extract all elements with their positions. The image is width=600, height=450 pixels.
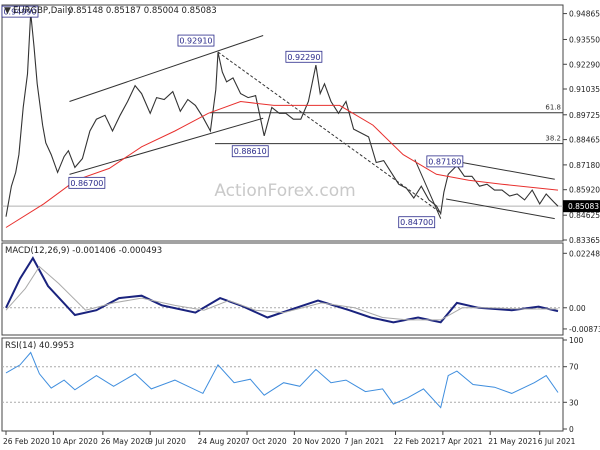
y-tick-label: 0.94865: [569, 10, 600, 19]
x-tick-label: 9 Jul 2020: [148, 437, 186, 446]
y-tick-label: 70: [569, 363, 579, 372]
fib-level-label: 61.8: [545, 104, 561, 112]
y-tick-label: 0.00: [569, 304, 586, 313]
rsi-series-group: [5, 351, 559, 409]
x-tick-label: 6 Jul 2021: [538, 437, 576, 446]
annotation-label: 0.84700: [400, 218, 433, 227]
ohlc-label: 0.85148 0.85187 0.85004 0.85083: [68, 6, 217, 16]
y-tick-label: 0.93550: [569, 35, 600, 44]
y-tick-label: 0: [569, 425, 574, 434]
x-tick-label: 10 Apr 2020: [51, 437, 98, 446]
annotation-label: 0.86700: [70, 179, 103, 188]
x-tick-label: 26 Feb 2020: [3, 437, 50, 446]
ascending-channel-lower: [69, 117, 264, 175]
descending-channel-lower: [446, 198, 555, 220]
macd-y-axis: 0.022482 0.00 -0.008736: [563, 249, 600, 334]
price-channel-lines: [69, 35, 555, 220]
annotation-box: [426, 155, 464, 168]
y-tick-label: 0.89725: [569, 111, 600, 120]
rsi-label: RSI(14) 40.9953: [5, 341, 74, 351]
current-price-tag: [563, 200, 600, 213]
y-tick-label: 100: [569, 336, 584, 345]
rsi-y-axis: 100 70 30 0: [563, 336, 584, 434]
macd-series-group: [5, 256, 559, 324]
y-tick-label: 0.92290: [569, 60, 600, 69]
x-tick-label: 21 May 2021: [488, 437, 537, 446]
price-panel-grid: 61.8 38.2: [2, 104, 563, 207]
y-tick-label: 0.91035: [569, 85, 600, 94]
series-signal-line: [5, 265, 558, 321]
chart-menu-arrow[interactable]: ▼: [4, 6, 11, 16]
descending-trendline: [217, 51, 442, 214]
ascending-channel-upper: [69, 35, 264, 102]
x-tick-label: 7 Oct 2020: [245, 437, 287, 446]
annotation-box: [1, 5, 39, 18]
y-tick-label: 0.84625: [569, 211, 600, 220]
symbol-label: EURGBP,Daily: [13, 6, 72, 16]
annotation-box: [285, 50, 323, 63]
annotation-label: 0.92290: [287, 53, 320, 62]
macd-panel-frame: [1, 242, 564, 336]
series-ma-line: [5, 100, 559, 228]
x-tick-label: 20 Nov 2020: [292, 437, 340, 446]
rsi-panel-frame: [1, 337, 564, 432]
x-tick-label: 26 May 2020: [101, 437, 150, 446]
x-tick-label: 22 Feb 2021: [394, 437, 441, 446]
series-macd-line: [5, 256, 559, 324]
y-tick-label: -0.008736: [569, 325, 600, 334]
rsi-panel-grid: [2, 366, 563, 403]
x-tick-label: 24 Aug 2020: [198, 437, 246, 446]
y-tick-label: 0.83365: [569, 236, 600, 245]
y-tick-label: 0.88465: [569, 136, 600, 145]
y-tick-label: 0.87180: [569, 161, 600, 170]
y-tick-label: 30: [569, 398, 579, 407]
annotation-label: 0.87180: [428, 157, 461, 166]
series-rsi-line: [5, 351, 559, 409]
annotation-label: 0.92910: [179, 37, 212, 46]
annotation-label: 0.88610: [234, 147, 267, 156]
watermark: ActionForex.com: [214, 181, 355, 201]
annotation-box: [231, 145, 269, 158]
current-price-label: 0.85083: [568, 202, 599, 211]
descending-channel-upper: [446, 159, 555, 180]
macd-label: MACD(12,26,9) -0.001406 -0.000493: [5, 246, 162, 256]
y-tick-label: 0.85920: [569, 186, 600, 195]
annotation-label: 0.94990: [3, 8, 36, 17]
annotation-box: [68, 176, 106, 189]
price-y-axis: 0.94865 0.93550 0.92290 0.91035 0.89725 0.884…: [563, 10, 600, 245]
price-panel-frame: [1, 4, 564, 242]
x-tick-label: 7 Jan 2021: [344, 437, 384, 446]
wedge-left-edge: [414, 159, 442, 219]
x-tick-label: 7 Apr 2021: [441, 437, 483, 446]
price-annotations: 0.94990 0.86700 0.92910 0.88610 0.92290 0.847…: [1, 5, 464, 229]
fib-level-label: 38.2: [545, 135, 561, 143]
annotation-box: [177, 34, 215, 47]
annotation-box: [398, 216, 436, 229]
y-tick-label: 0.022482: [569, 249, 600, 258]
